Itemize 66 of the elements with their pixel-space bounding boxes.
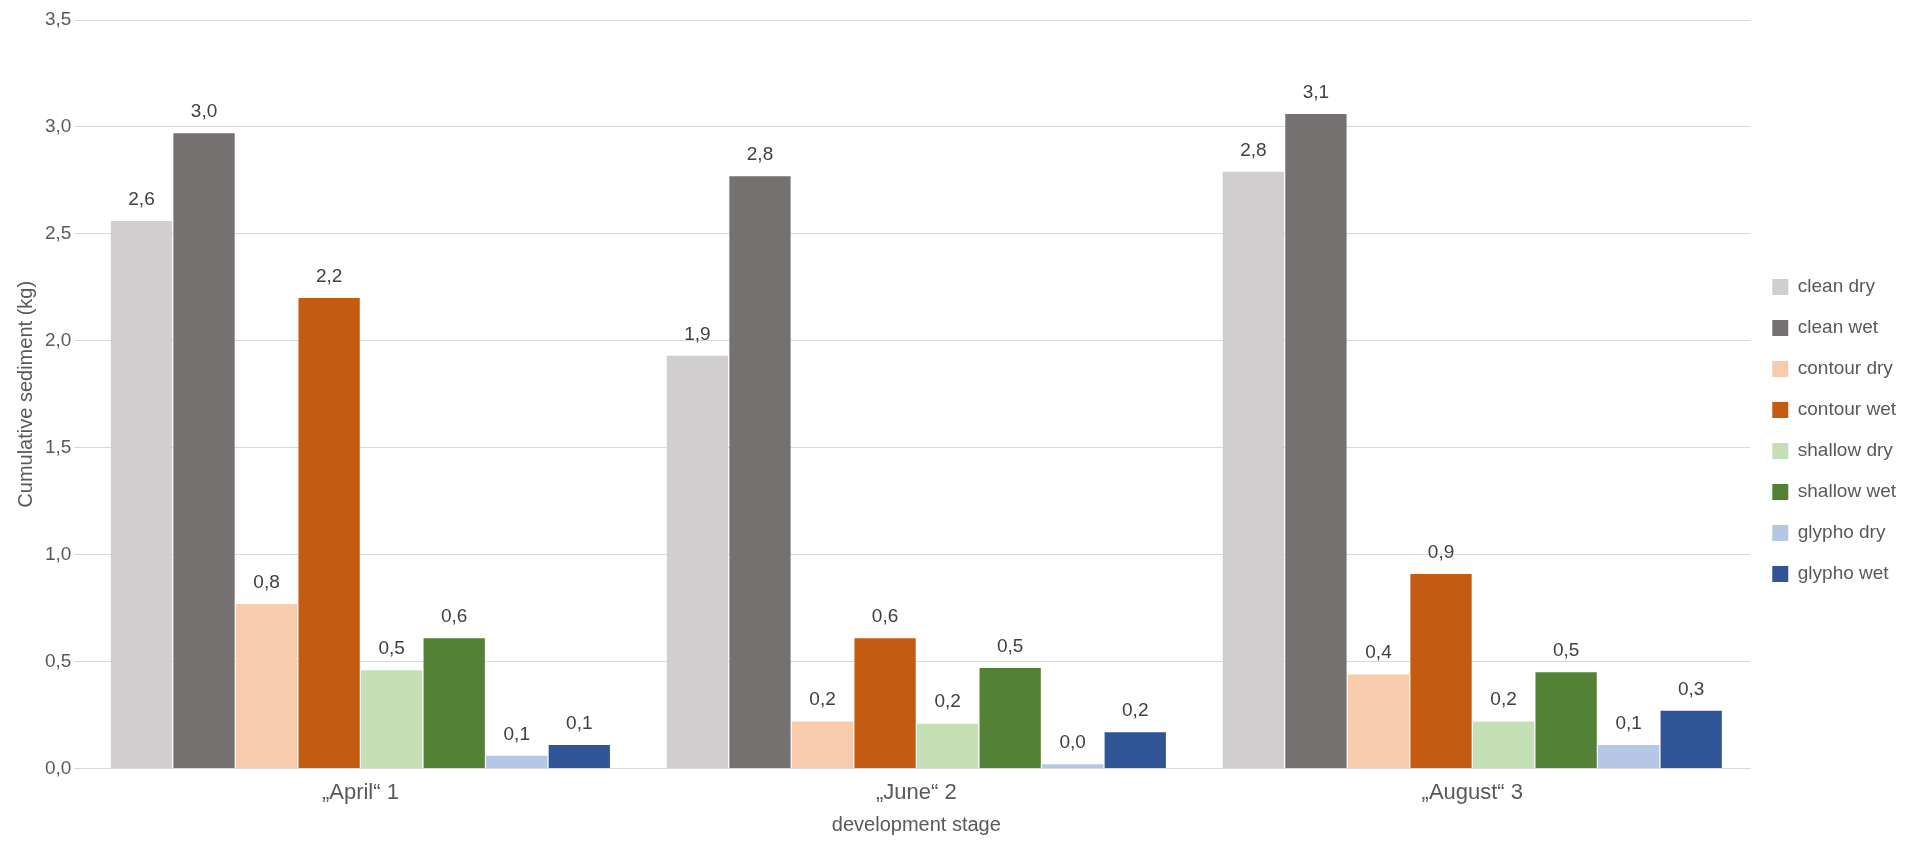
data-label: 0,1 bbox=[503, 722, 530, 744]
y-tick-label: 0,5 bbox=[44, 649, 72, 671]
data-label: 2,8 bbox=[746, 142, 774, 164]
legend-label: glypho dry bbox=[1797, 521, 1886, 543]
legend-label: shallow wet bbox=[1797, 480, 1897, 502]
data-label: 2,8 bbox=[1240, 138, 1267, 160]
bar bbox=[1285, 114, 1347, 769]
bar bbox=[1042, 764, 1104, 769]
y-tick-label: 3,0 bbox=[44, 115, 72, 137]
x-tick-label: „April“ 1 bbox=[321, 778, 399, 804]
y-tick-label: 1,0 bbox=[44, 542, 72, 564]
bar bbox=[361, 670, 423, 769]
bar bbox=[1598, 745, 1660, 769]
data-label: 1,9 bbox=[684, 322, 711, 344]
y-tick-label: 1,5 bbox=[44, 436, 72, 458]
data-label: 0,6 bbox=[441, 604, 468, 626]
data-label: 0,1 bbox=[1615, 711, 1642, 733]
x-axis-title: development stage bbox=[831, 812, 1001, 835]
data-label: 0,5 bbox=[378, 636, 405, 658]
data-label: 0,1 bbox=[566, 711, 593, 733]
data-label: 0,3 bbox=[1678, 677, 1705, 699]
legend-label: clean wet bbox=[1797, 316, 1879, 338]
bar bbox=[486, 755, 548, 769]
legend-label: contour wet bbox=[1797, 398, 1897, 420]
data-label: 2,2 bbox=[315, 264, 343, 286]
data-label: 0,5 bbox=[996, 634, 1024, 656]
bar bbox=[729, 176, 791, 769]
x-tick-label: „August“ 3 bbox=[1421, 778, 1524, 804]
data-label: 0,2 bbox=[1490, 688, 1517, 710]
data-label: 2,6 bbox=[128, 187, 155, 209]
bar bbox=[854, 638, 916, 769]
data-label: 3,1 bbox=[1302, 80, 1330, 102]
bar bbox=[423, 638, 485, 769]
data-label: 0,0 bbox=[1059, 731, 1086, 753]
bar bbox=[1104, 732, 1166, 769]
data-label: 0,6 bbox=[871, 604, 899, 626]
data-label: 0,2 bbox=[1122, 698, 1149, 720]
bar bbox=[1410, 573, 1472, 769]
data-label: 0,2 bbox=[934, 690, 961, 712]
data-label: 0,8 bbox=[253, 570, 280, 592]
bar bbox=[1660, 710, 1722, 769]
legend-label: shallow dry bbox=[1797, 439, 1894, 461]
bar bbox=[791, 721, 854, 769]
data-label: 0,5 bbox=[1552, 639, 1580, 661]
bar bbox=[1472, 721, 1535, 769]
x-tick-label: „June“ 2 bbox=[875, 778, 957, 804]
bar bbox=[173, 133, 235, 769]
y-tick-label: 0,0 bbox=[44, 756, 72, 778]
data-label: 0,9 bbox=[1427, 540, 1455, 562]
bar bbox=[916, 723, 979, 769]
bar bbox=[1535, 672, 1597, 769]
legend-label: glypho wet bbox=[1797, 562, 1890, 584]
data-label: 0,4 bbox=[1365, 641, 1393, 663]
legend-label: contour dry bbox=[1797, 357, 1894, 379]
legend-label: clean dry bbox=[1797, 275, 1876, 297]
data-label: 0,2 bbox=[809, 688, 836, 710]
y-axis-title: Cumulative sediment (kg) bbox=[13, 280, 36, 508]
bar bbox=[235, 603, 298, 769]
y-tick-label: 2,0 bbox=[44, 329, 72, 351]
y-tick-label: 3,5 bbox=[44, 8, 72, 30]
bar bbox=[1347, 674, 1410, 769]
y-tick-label: 2,5 bbox=[44, 222, 72, 244]
bar bbox=[979, 668, 1041, 769]
bar bbox=[548, 745, 610, 769]
bar bbox=[298, 298, 360, 769]
data-label: 3,0 bbox=[190, 100, 218, 122]
